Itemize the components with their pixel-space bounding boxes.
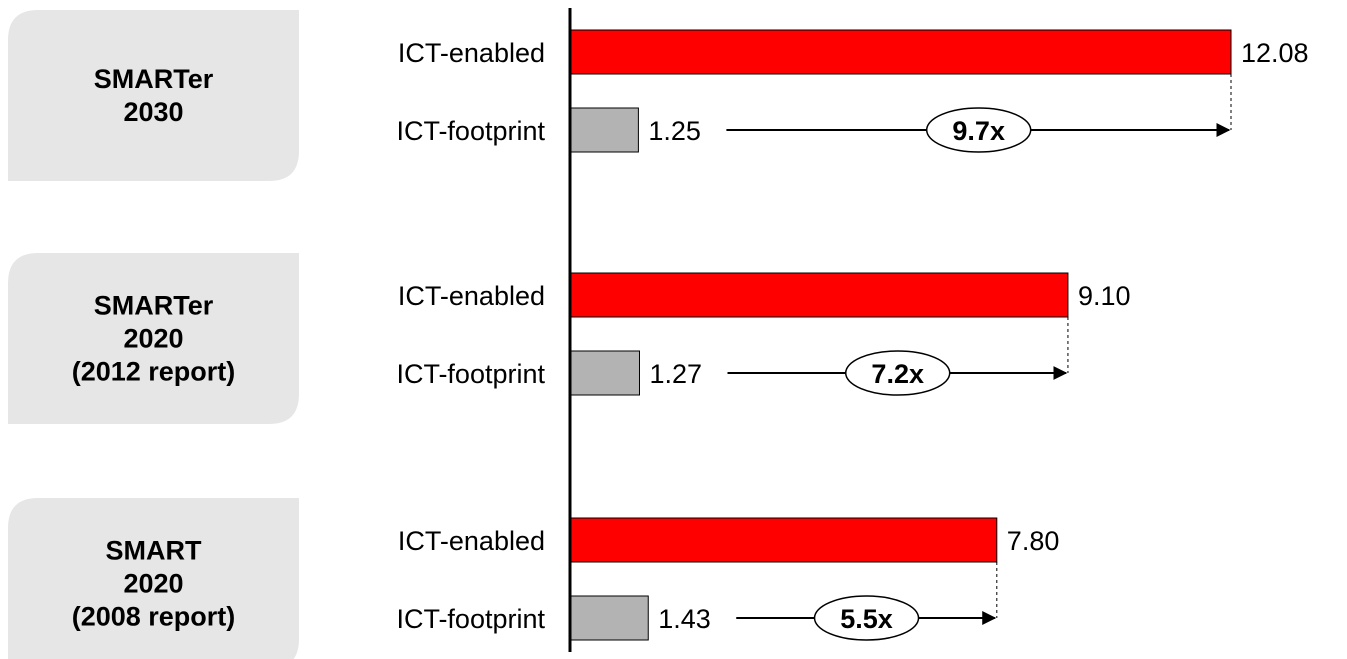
footprint-bar	[569, 107, 639, 153]
row-label: ICT-footprint	[396, 604, 545, 634]
group-label-line: 2030	[123, 97, 183, 127]
group-label-line: (2008 report)	[72, 602, 236, 632]
group-label-line: SMART	[106, 536, 202, 566]
enabled-bar	[569, 517, 998, 563]
group-label-box	[8, 498, 299, 659]
row-label: ICT-footprint	[396, 359, 545, 389]
ratio-label: 5.5x	[840, 604, 893, 634]
ratio-ellipse	[925, 107, 1032, 153]
group-label-box	[8, 10, 299, 181]
ratio-ellipse	[813, 595, 920, 641]
ratio-ellipse	[844, 350, 951, 396]
ratio-label: 9.7x	[952, 116, 1005, 146]
group-label-line: 2020	[123, 324, 183, 354]
group-label-line: 2020	[123, 569, 183, 599]
value-label: 9.10	[1078, 281, 1131, 311]
row-label: ICT-footprint	[396, 116, 545, 146]
group-label-line: SMARTer	[94, 64, 214, 94]
footprint-bar	[569, 350, 640, 396]
value-label: 7.80	[1007, 526, 1060, 556]
value-label: 1.25	[648, 116, 701, 146]
ratio-label: 7.2x	[871, 359, 924, 389]
enabled-bar	[569, 272, 1069, 318]
value-label: 1.43	[658, 604, 711, 634]
value-label: 12.08	[1241, 38, 1309, 68]
group-label-box	[8, 253, 299, 424]
footprint-bar	[569, 595, 649, 641]
row-label: ICT-enabled	[398, 281, 545, 311]
value-label: 1.27	[649, 359, 702, 389]
group-label-line: SMARTer	[94, 291, 214, 321]
enabled-bar	[569, 29, 1232, 75]
row-label: ICT-enabled	[398, 526, 545, 556]
row-label: ICT-enabled	[398, 38, 545, 68]
group-label-line: (2012 report)	[72, 357, 236, 387]
